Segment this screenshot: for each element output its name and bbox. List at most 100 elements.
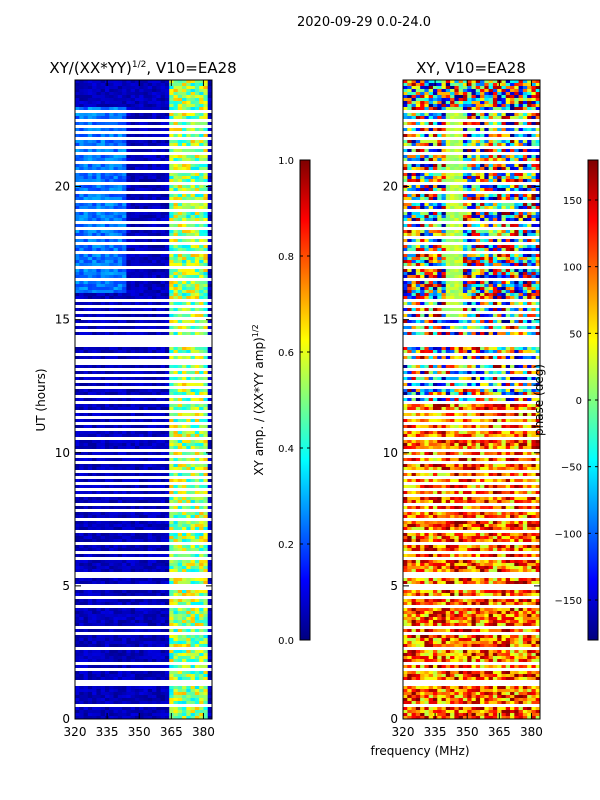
- heatmap-cell: [83, 338, 89, 342]
- heatmap-cell: [173, 380, 179, 384]
- heatmap-cell: [207, 518, 212, 522]
- heatmap-cell: [109, 119, 115, 123]
- heatmap-cell: [122, 176, 127, 180]
- heatmap-cell: [79, 269, 85, 273]
- heatmap-cell: [203, 257, 209, 261]
- heatmap-cell: [143, 296, 149, 300]
- heatmap-cell: [199, 227, 205, 231]
- heatmap-cell: [139, 119, 145, 123]
- heatmap-cell: [182, 101, 187, 105]
- heatmap-cell: [203, 416, 209, 420]
- heatmap-cell: [122, 530, 127, 534]
- heatmap-cell: [177, 521, 183, 525]
- heatmap-cell: [190, 419, 196, 423]
- heatmap-cell: [156, 341, 162, 345]
- heatmap-cell: [143, 332, 149, 336]
- heatmap-cell: [134, 545, 140, 549]
- heatmap-cell: [186, 329, 192, 333]
- heatmap-cell: [100, 344, 106, 348]
- heatmap-cell: [87, 416, 93, 420]
- heatmap-cell: [100, 272, 106, 276]
- heatmap-cell: [96, 503, 102, 507]
- heatmap-cell: [199, 527, 205, 531]
- heatmap-cell: [182, 446, 187, 450]
- heatmap-cell: [87, 257, 93, 261]
- heatmap-cell: [152, 260, 157, 264]
- heatmap-cell: [164, 500, 170, 504]
- heatmap-cell: [139, 455, 145, 459]
- heatmap-cell: [199, 476, 205, 480]
- heatmap-cell: [152, 200, 157, 204]
- heatmap-cell: [143, 488, 149, 492]
- heatmap-cell: [177, 260, 183, 264]
- heatmap-cell: [182, 203, 187, 207]
- heatmap-cell: [117, 374, 123, 378]
- heatmap-cell: [164, 338, 170, 342]
- heatmap-cell: [190, 128, 196, 132]
- heatmap-cell: [75, 284, 80, 288]
- heatmap-cell: [143, 338, 149, 342]
- heatmap-cell: [194, 113, 200, 117]
- heatmap-cell: [96, 239, 102, 243]
- heatmap-cell: [96, 533, 102, 537]
- heatmap-cell: [152, 269, 157, 273]
- heatmap-cell: [207, 113, 212, 117]
- heatmap-cell: [83, 290, 89, 294]
- heatmap-cell: [143, 302, 149, 306]
- heatmap-cell: [173, 455, 179, 459]
- heatmap-cell: [186, 314, 192, 318]
- heatmap-cell: [190, 272, 196, 276]
- heatmap-cell: [194, 92, 200, 96]
- heatmap-cell: [134, 284, 140, 288]
- heatmap-cell: [194, 257, 200, 261]
- heatmap-cell: [207, 164, 212, 168]
- heatmap-cell: [92, 374, 98, 378]
- heatmap-cell: [113, 269, 119, 273]
- heatmap-cell: [160, 494, 166, 498]
- heatmap-cell: [134, 209, 140, 213]
- heatmap-cell: [194, 314, 200, 318]
- heatmap-cell: [143, 389, 149, 393]
- heatmap-cell: [169, 218, 175, 222]
- heatmap-cell: [203, 230, 209, 234]
- heatmap-cell: [186, 191, 192, 195]
- heatmap-cell: [152, 338, 157, 342]
- heatmap-cell: [109, 293, 115, 297]
- heatmap-cell: [122, 500, 127, 504]
- heatmap-cell: [147, 350, 153, 354]
- heatmap-cell: [173, 311, 179, 315]
- heatmap-cell: [207, 482, 212, 486]
- heatmap-cell: [160, 437, 166, 441]
- heatmap-cell: [177, 95, 183, 99]
- heatmap-cell: [156, 278, 162, 282]
- heatmap-cell: [199, 203, 205, 207]
- heatmap-cell: [83, 287, 89, 291]
- heatmap-cell: [182, 161, 187, 165]
- heatmap-cell: [160, 482, 166, 486]
- heatmap-cell: [177, 140, 183, 144]
- heatmap-cell: [190, 203, 196, 207]
- heatmap-cell: [143, 290, 149, 294]
- heatmap-cell: [83, 365, 89, 369]
- heatmap-cell: [152, 83, 157, 87]
- heatmap-cell: [92, 326, 98, 330]
- heatmap-cell: [147, 86, 153, 90]
- heatmap-cell: [117, 383, 123, 387]
- heatmap-cell: [199, 353, 205, 357]
- heatmap-cell: [203, 485, 209, 489]
- heatmap-cell: [152, 299, 157, 303]
- heatmap-cell: [79, 104, 85, 108]
- heatmap-cell: [83, 494, 89, 498]
- heatmap-cell: [122, 92, 127, 96]
- heatmap-cell: [134, 530, 140, 534]
- heatmap-cell: [182, 323, 187, 327]
- heatmap-cell: [164, 137, 170, 141]
- heatmap-cell: [126, 494, 132, 498]
- heatmap-cell: [79, 89, 85, 93]
- heatmap-cell: [190, 263, 196, 267]
- heatmap-cell: [96, 110, 102, 114]
- heatmap-cell: [143, 185, 149, 189]
- heatmap-cell: [207, 161, 212, 165]
- heatmap-cell: [113, 95, 119, 99]
- heatmap-cell: [207, 209, 212, 213]
